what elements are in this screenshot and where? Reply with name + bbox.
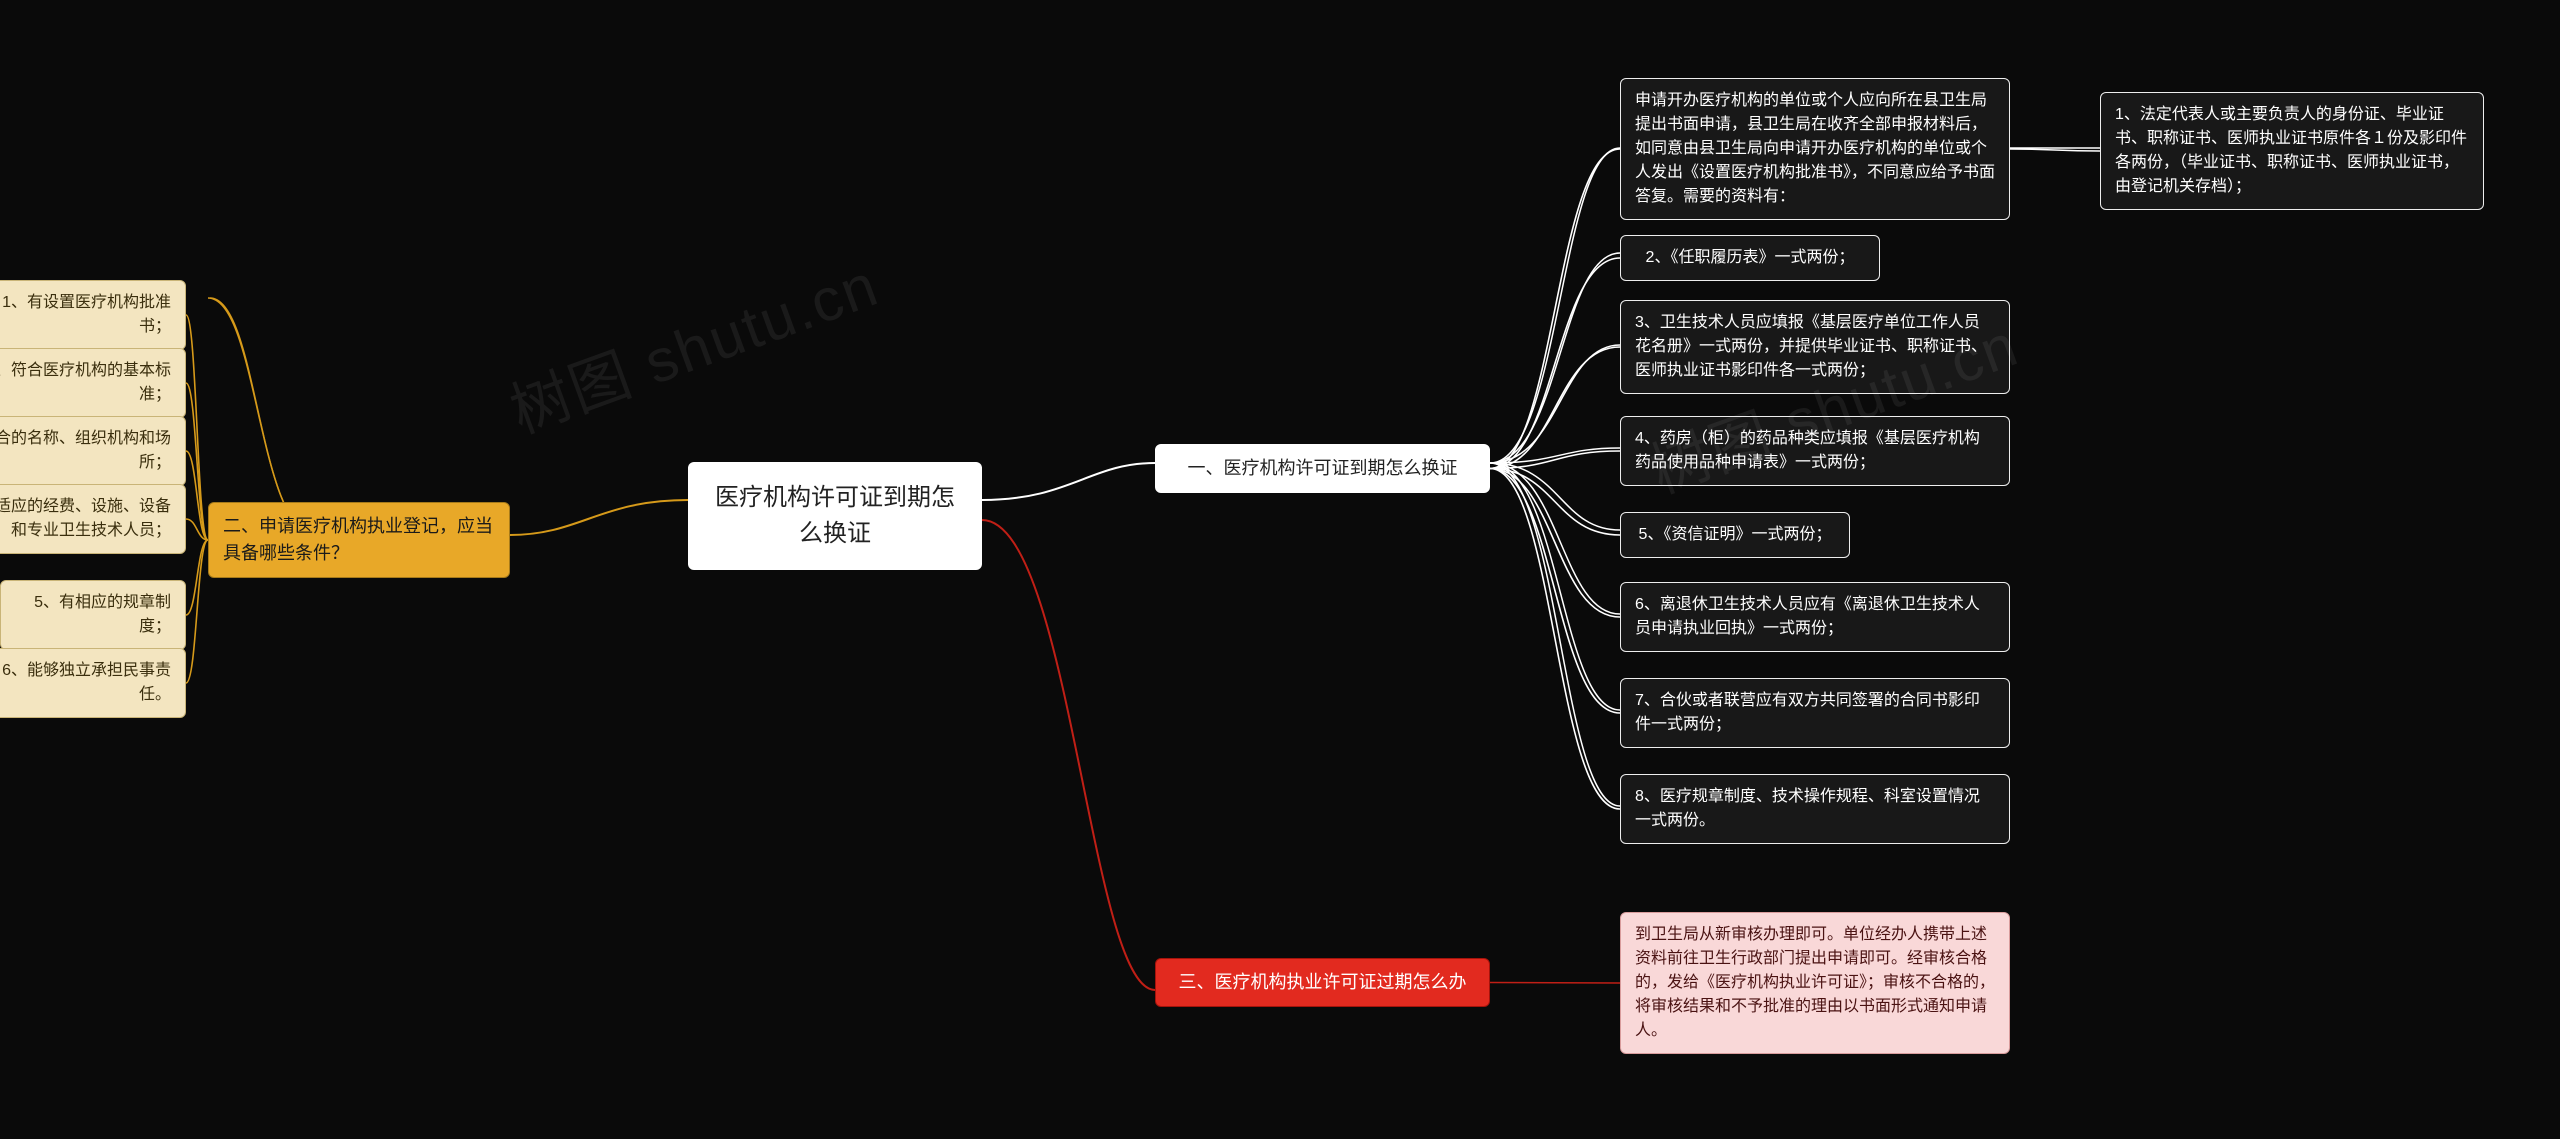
branch-3-label: 三、医疗机构执业许可证过期怎么办 — [1179, 969, 1467, 996]
branch-2-child-3[interactable]: 3、有适合的名称、组织机构和场所； — [0, 416, 186, 486]
branch-2-label: 二、申请医疗机构执业登记，应当具备哪些条件？ — [223, 513, 495, 567]
node-text: 8、医疗规章制度、技术操作规程、科室设置情况一式两份。 — [1635, 785, 1995, 833]
node-text: 3、卫生技术人员应填报《基层医疗单位工作人员花名册》一式两份，并提供毕业证书、职… — [1635, 311, 1995, 383]
node-text: 5、有相应的规章制度； — [15, 591, 171, 639]
node-text: 2、符合医疗机构的基本标准； — [0, 359, 171, 407]
root-label: 医疗机构许可证到期怎么换证 — [710, 480, 960, 552]
node-text: 1、法定代表人或主要负责人的身份证、毕业证书、职称证书、医师执业证书原件各１份及… — [2115, 103, 2469, 199]
branch-1-child-7[interactable]: 7、合伙或者联营应有双方共同签署的合同书影印件一式两份； — [1620, 678, 2010, 748]
branch-2-child-6[interactable]: 6、能够独立承担民事责任。 — [0, 648, 186, 718]
branch-1-child-8[interactable]: 8、医疗规章制度、技术操作规程、科室设置情况一式两份。 — [1620, 774, 2010, 844]
branch-2[interactable]: 二、申请医疗机构执业登记，应当具备哪些条件？ — [208, 502, 510, 578]
node-text: 4、药房（柜）的药品种类应填报《基层医疗机构药品使用品种申请表》一式两份； — [1635, 427, 1995, 475]
node-text: 申请开办医疗机构的单位或个人应向所在县卫生局提出书面申请，县卫生局在收齐全部申报… — [1635, 89, 1995, 209]
root-node[interactable]: 医疗机构许可证到期怎么换证 — [688, 462, 982, 570]
node-text: 7、合伙或者联营应有双方共同签署的合同书影印件一式两份； — [1635, 689, 1995, 737]
branch-2-child-5[interactable]: 5、有相应的规章制度； — [0, 580, 186, 650]
mindmap-canvas: 医疗机构许可证到期怎么换证 一、医疗机构许可证到期怎么换证 申请开办医疗机构的单… — [0, 0, 2560, 1139]
branch-2-child-4[interactable]: 4、有与其开展的业务相适应的经费、设施、设备和专业卫生技术人员； — [0, 484, 186, 554]
branch-1-child-5[interactable]: 5、《资信证明》一式两份； — [1620, 512, 1850, 558]
branch-1-child-1-sub[interactable]: 1、法定代表人或主要负责人的身份证、毕业证书、职称证书、医师执业证书原件各１份及… — [2100, 92, 2484, 210]
branch-3-child-1[interactable]: 到卫生局从新审核办理即可。单位经办人携带上述资料前往卫生行政部门提出申请即可。经… — [1620, 912, 2010, 1054]
node-text: 5、《资信证明》一式两份； — [1639, 523, 1832, 547]
branch-3[interactable]: 三、医疗机构执业许可证过期怎么办 — [1155, 958, 1490, 1007]
node-text: 6、能够独立承担民事责任。 — [0, 659, 171, 707]
branch-1-child-2[interactable]: 2、《任职履历表》一式两份； — [1620, 235, 1880, 281]
node-text: 6、离退休卫生技术人员应有《离退休卫生技术人员申请执业回执》一式两份； — [1635, 593, 1995, 641]
node-text: 1、有设置医疗机构批准书； — [0, 291, 171, 339]
node-text: 到卫生局从新审核办理即可。单位经办人携带上述资料前往卫生行政部门提出申请即可。经… — [1635, 923, 1995, 1043]
branch-1[interactable]: 一、医疗机构许可证到期怎么换证 — [1155, 444, 1490, 493]
node-text: 3、有适合的名称、组织机构和场所； — [0, 427, 171, 475]
branch-1-child-3[interactable]: 3、卫生技术人员应填报《基层医疗单位工作人员花名册》一式两份，并提供毕业证书、职… — [1620, 300, 2010, 394]
branch-1-child-6[interactable]: 6、离退休卫生技术人员应有《离退休卫生技术人员申请执业回执》一式两份； — [1620, 582, 2010, 652]
branch-1-child-4[interactable]: 4、药房（柜）的药品种类应填报《基层医疗机构药品使用品种申请表》一式两份； — [1620, 416, 2010, 486]
branch-2-child-2[interactable]: 2、符合医疗机构的基本标准； — [0, 348, 186, 418]
branch-2-child-1[interactable]: 1、有设置医疗机构批准书； — [0, 280, 186, 350]
node-text: 4、有与其开展的业务相适应的经费、设施、设备和专业卫生技术人员； — [0, 495, 171, 543]
branch-1-child-1[interactable]: 申请开办医疗机构的单位或个人应向所在县卫生局提出书面申请，县卫生局在收齐全部申报… — [1620, 78, 2010, 220]
node-text: 2、《任职履历表》一式两份； — [1646, 246, 1855, 270]
branch-1-label: 一、医疗机构许可证到期怎么换证 — [1188, 455, 1458, 482]
